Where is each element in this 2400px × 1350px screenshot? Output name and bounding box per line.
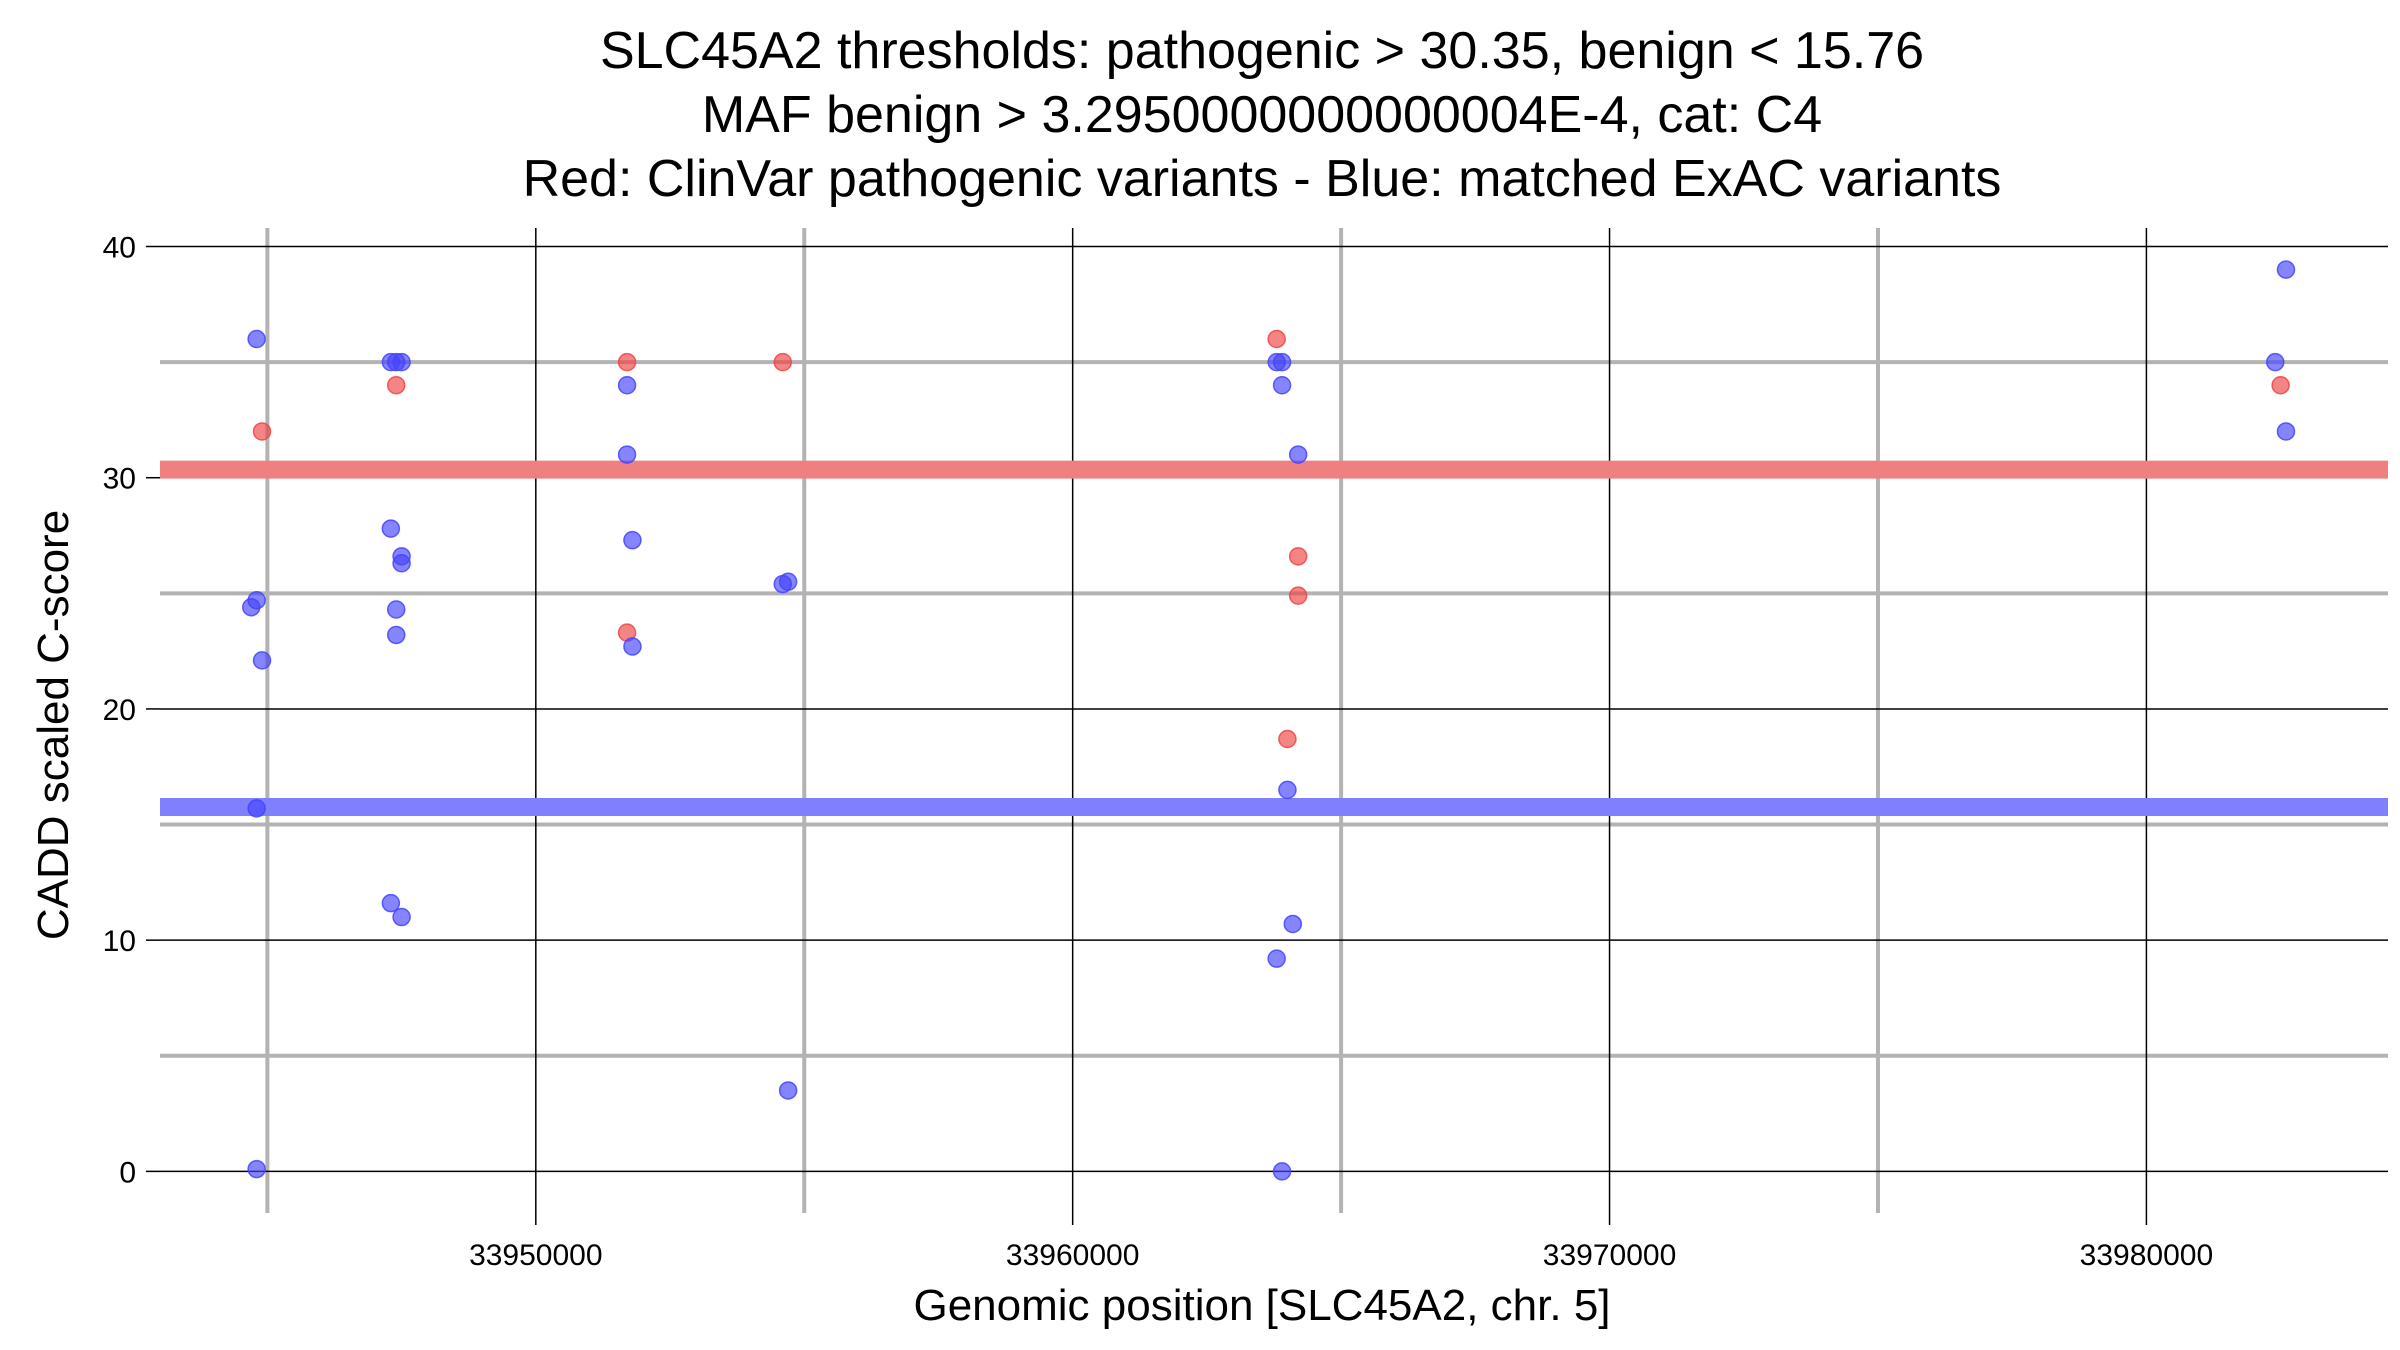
y-tick-label-1: 10 (103, 925, 136, 958)
y-tick-label-0: 0 (119, 1156, 136, 1189)
exac-point-21 (778, 572, 798, 592)
x-axis-label: Genomic position [SLC45A2, chr. 5] (913, 1281, 1610, 1330)
exac-point-22 (778, 1081, 798, 1100)
exac-point-31 (2276, 260, 2296, 279)
exac-point-8 (392, 352, 411, 372)
x-axis-ticks: 33950000 33960000 33970000 33980000 (469, 1213, 2213, 1272)
x-tick-label-2: 33970000 (1543, 1239, 1676, 1272)
exac-point-13 (386, 625, 406, 645)
clinvar-point-8 (1278, 729, 1297, 749)
exac-point-2 (242, 597, 261, 617)
exac-point-25 (1272, 375, 1292, 395)
exac-point-17 (617, 445, 637, 464)
exac-point-11 (392, 554, 411, 573)
exac-point-16 (617, 375, 637, 395)
exac-point-32 (2266, 352, 2285, 372)
x-tick-label-1: 33960000 (1006, 1239, 1139, 1272)
exac-point-3 (252, 651, 272, 670)
exac-point-12 (386, 600, 406, 619)
y-axis-label: CADD scaled C-score (29, 510, 78, 940)
title-line-1: SLC45A2 thresholds: pathogenic > 30.35, … (600, 22, 1924, 80)
clinvar-point-4 (773, 352, 793, 372)
y-tick-label-2: 20 (103, 694, 136, 727)
exac-point-0 (247, 329, 266, 349)
exac-point-15 (392, 907, 411, 927)
minor-gridlines (160, 228, 2388, 1213)
title-line-2: MAF benign > 3.2950000000000004E-4, cat:… (702, 86, 1822, 144)
exac-point-14 (381, 893, 401, 913)
exac-point-5 (247, 1159, 266, 1179)
clinvar-point-0 (252, 422, 272, 441)
exac-point-30 (1272, 1162, 1292, 1181)
data-points (242, 260, 2296, 1181)
exac-point-9 (381, 519, 401, 538)
x-tick-label-0: 33950000 (469, 1239, 602, 1272)
exac-point-33 (2276, 422, 2296, 441)
exac-point-18 (623, 530, 642, 550)
major-gridlines (160, 228, 2388, 1213)
y-axis-ticks: 0 10 20 30 40 (103, 231, 160, 1189)
chart-title: SLC45A2 thresholds: pathogenic > 30.35, … (523, 22, 2002, 208)
clinvar-point-5 (1267, 329, 1286, 349)
clinvar-point-9 (2271, 375, 2290, 395)
exac-point-24 (1272, 352, 1292, 372)
exac-point-27 (1278, 780, 1297, 800)
clinvar-point-2 (617, 352, 637, 372)
exac-point-4 (247, 799, 266, 818)
clinvar-point-6 (1288, 547, 1308, 566)
exac-point-28 (1283, 914, 1303, 934)
exac-point-26 (1288, 445, 1308, 464)
exac-point-29 (1267, 949, 1286, 968)
y-tick-label-4: 40 (103, 231, 136, 264)
clinvar-point-1 (386, 375, 406, 395)
threshold-lines (160, 460, 2388, 816)
clinvar-point-7 (1288, 586, 1308, 605)
y-tick-label-3: 30 (103, 463, 136, 496)
title-line-3: Red: ClinVar pathogenic variants - Blue:… (523, 150, 2002, 208)
exac-point-19 (623, 637, 642, 656)
x-tick-label-3: 33980000 (2080, 1239, 2213, 1272)
